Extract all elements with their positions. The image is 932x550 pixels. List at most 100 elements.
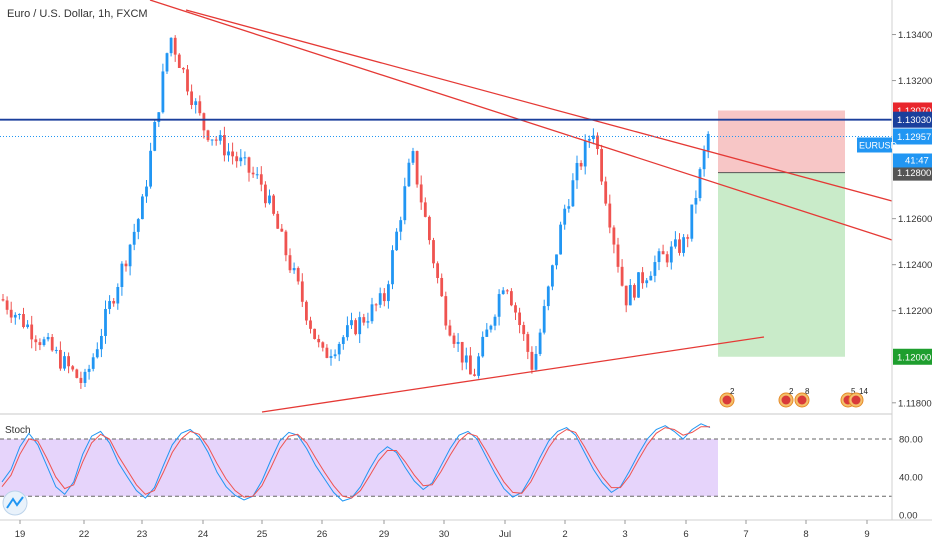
candle-body	[100, 335, 103, 350]
candle-body	[124, 263, 128, 267]
time-tick-label: 6	[683, 529, 688, 540]
candle-body	[284, 231, 288, 256]
candle-body	[59, 349, 62, 369]
candle-body	[305, 301, 308, 321]
candle-body	[407, 162, 411, 187]
candle-body	[464, 355, 468, 363]
candle-body	[497, 294, 501, 317]
price-badge-label: 1.12000	[897, 352, 931, 363]
price-badge	[893, 348, 932, 365]
candle-body	[190, 91, 193, 105]
candle-body	[354, 320, 357, 335]
candle-body	[210, 139, 214, 141]
candle-body	[551, 265, 554, 287]
candle-body	[395, 231, 398, 251]
candle-body	[567, 206, 571, 209]
event-count: 2	[789, 387, 794, 396]
candle-body	[702, 150, 706, 170]
candle-body	[501, 290, 505, 295]
candle-body	[243, 157, 247, 159]
candle-body	[661, 251, 665, 255]
candle-body	[79, 377, 83, 383]
price-badge-label: 1.13070	[897, 106, 931, 117]
candle-body	[153, 122, 157, 151]
time-tick-label: 9	[864, 529, 869, 540]
candle-body	[128, 244, 132, 267]
candle-body	[337, 344, 341, 355]
candle-body	[510, 291, 513, 306]
candle-body	[63, 356, 66, 369]
stoch-panel[interactable]	[0, 423, 892, 516]
candle-body	[38, 342, 42, 346]
price-badge-label: 1.13030	[897, 115, 931, 126]
price-tick-label: 1.11800	[898, 398, 932, 409]
candle-body	[592, 135, 595, 140]
time-tick-label: 7	[743, 529, 748, 540]
candle-body	[653, 262, 657, 276]
candle-body	[489, 325, 493, 330]
candle-body	[452, 335, 456, 344]
candle-body	[54, 349, 58, 351]
candle-body	[678, 239, 681, 253]
candle-body	[292, 268, 296, 271]
tradingview-logo-mark	[6, 496, 24, 509]
candle-body	[436, 263, 439, 278]
candle-body	[13, 314, 17, 318]
candle-body	[218, 135, 222, 141]
candle-body	[177, 54, 181, 68]
candle-body	[633, 285, 636, 298]
price-badge-label: 1.12957	[897, 132, 931, 143]
event-flag	[781, 395, 791, 405]
time-tick-label: 30	[439, 529, 450, 540]
candle-body	[620, 266, 624, 286]
candle-body	[579, 162, 583, 167]
candle-body	[600, 148, 603, 182]
countdown-label: 41:47	[905, 155, 929, 166]
candle-body	[534, 353, 538, 370]
candle-body	[628, 285, 632, 306]
stoch-d-line	[1, 426, 710, 499]
candle-body	[149, 150, 152, 187]
candle-body	[682, 237, 685, 253]
candle-body	[223, 135, 226, 156]
candle-body	[608, 203, 612, 228]
candle-body	[505, 290, 509, 292]
candle-body	[325, 347, 329, 358]
candle-body	[34, 339, 38, 343]
candle-body	[481, 336, 485, 357]
candle-body	[559, 224, 562, 255]
event-count: 2	[730, 387, 735, 396]
candle-body	[9, 309, 13, 318]
candle-body	[669, 246, 673, 263]
candle-body	[423, 202, 427, 217]
price-badge	[893, 164, 932, 181]
candle-body	[690, 204, 694, 239]
candle-body	[485, 329, 489, 337]
candle-body	[346, 325, 349, 338]
candle-body	[686, 237, 690, 239]
event-count: 8	[805, 387, 810, 396]
stoch-tick-label: 40.00	[899, 473, 923, 484]
candle-body	[22, 314, 25, 328]
candle-body	[71, 366, 75, 370]
candle-body	[202, 113, 206, 131]
candle-body	[268, 195, 271, 204]
time-tick-label: 19	[15, 529, 26, 540]
candle-body	[366, 321, 370, 323]
candle-body	[428, 216, 431, 241]
candle-body	[382, 293, 386, 302]
candle-body	[333, 354, 337, 357]
candle-body	[157, 112, 161, 123]
price-tick-label: 1.12400	[898, 260, 932, 271]
candle-body	[448, 325, 452, 336]
candle-body	[329, 356, 333, 358]
event-count: 14	[859, 387, 868, 396]
candle-body	[173, 37, 177, 55]
candle-body	[145, 186, 148, 197]
stoch-band	[0, 439, 718, 497]
candle-body	[161, 71, 165, 113]
candle-body	[555, 254, 558, 266]
candle-body	[87, 368, 91, 372]
stoch-tick-label: 0.00	[899, 511, 918, 522]
